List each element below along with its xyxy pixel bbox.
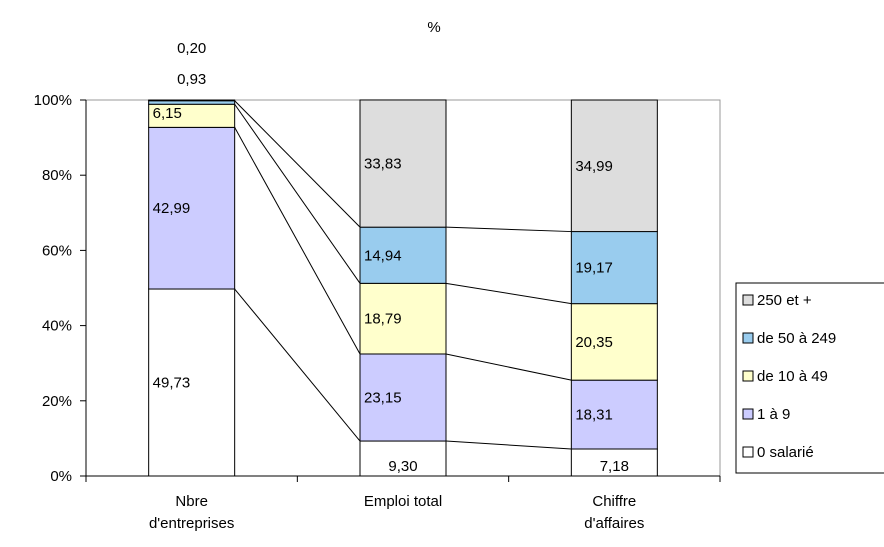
series-lines [234, 100, 572, 450]
bar-segment [570, 303, 658, 381]
data-label: 7,18 [600, 458, 629, 475]
y-tick-label: 80% [42, 167, 72, 184]
x-category-label: Nbre [175, 493, 208, 510]
series-line [445, 226, 572, 233]
x-category-label: Emploi total [364, 493, 442, 510]
legend-swatch [742, 408, 754, 420]
data-label: 0,20 [177, 40, 206, 57]
data-label: 34,99 [575, 158, 613, 175]
series-line [234, 100, 361, 228]
series-line [445, 440, 572, 450]
legend-swatch [742, 446, 754, 458]
legend-label: 0 salarié [757, 444, 814, 461]
series-line [234, 288, 361, 442]
data-label: 23,15 [364, 390, 402, 407]
legend-label: 1 à 9 [757, 406, 790, 423]
bar-segment [359, 99, 447, 228]
legend-box [735, 282, 884, 474]
y-tick-label: 20% [42, 393, 72, 410]
series-line [234, 103, 361, 284]
bar-segment [359, 226, 447, 284]
data-label: 33,83 [364, 156, 402, 173]
chart-axes: 0% 20% 40% 60% 80% 100% Nbre d'entreprises Emplo… [34, 92, 721, 532]
legend-label: 250 et + [757, 292, 812, 309]
data-labels: 49,73 42,99 6,15 0,93 0,20 9,30 23,15 18,79 14,9… [153, 40, 629, 475]
chart-title-group: % [427, 19, 440, 36]
bar-segment [570, 448, 658, 477]
data-label: 9,30 [388, 458, 417, 475]
bar-segment [570, 99, 658, 233]
bar-segment [148, 99, 236, 102]
bar-segment [570, 379, 658, 450]
y-tick-label: 100% [34, 92, 72, 109]
bar-segment [148, 288, 236, 477]
chart-legend[interactable]: 250 et + de 50 à 249 de 10 à 49 1 à 9 0 sala… [735, 282, 884, 474]
series-line [445, 282, 572, 305]
legend-swatch [742, 332, 754, 344]
x-category-label: d'entreprises [149, 515, 234, 532]
x-category-label: Chiffre [592, 493, 636, 510]
chart-bars [148, 99, 658, 477]
data-label: 18,31 [575, 407, 613, 424]
data-label: 19,17 [575, 260, 613, 277]
y-tick-label: 0% [50, 468, 72, 485]
legend-swatch [742, 370, 754, 382]
bar-segment [570, 231, 658, 305]
data-label: 6,15 [153, 105, 182, 122]
y-tick-label: 40% [42, 318, 72, 335]
bar-segment [148, 126, 236, 290]
data-label: 49,73 [153, 375, 191, 392]
x-category-label: d'affaires [584, 515, 644, 532]
series-line [234, 127, 361, 355]
series-line [445, 353, 572, 381]
data-label: 14,94 [364, 247, 402, 264]
data-label: 18,79 [364, 311, 402, 328]
legend-label: de 50 à 249 [757, 330, 836, 347]
data-label: 42,99 [153, 200, 191, 217]
data-label: 20,35 [575, 334, 613, 351]
bar-segment [148, 100, 236, 105]
y-tick-label: 60% [42, 242, 72, 259]
legend-label: de 10 à 49 [757, 368, 828, 385]
legend-swatch [742, 294, 754, 306]
chart-subtitle: % [427, 19, 440, 36]
data-label: 0,93 [177, 71, 206, 88]
bar-segment [359, 353, 447, 442]
bar-segment [359, 282, 447, 355]
